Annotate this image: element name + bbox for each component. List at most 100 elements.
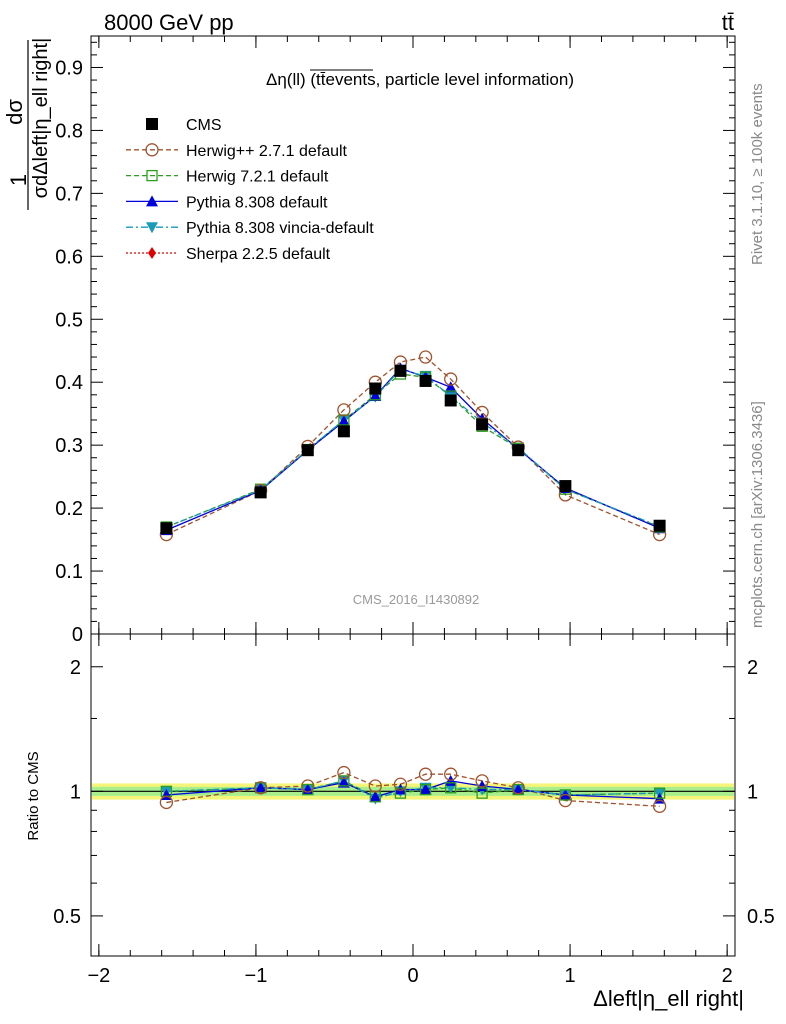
ratio-data-point bbox=[369, 790, 382, 802]
main-y-tick-label: 0.5 bbox=[55, 309, 83, 331]
ratio-data-point bbox=[254, 782, 267, 794]
legend: CMS Herwig++ 2.7.1 default Herwig 7.2.1 de… bbox=[126, 117, 374, 263]
ratio-data-point bbox=[337, 765, 351, 780]
ratio-data-point bbox=[512, 783, 524, 796]
main-data-point bbox=[653, 519, 666, 532]
ratio-data-point bbox=[253, 781, 268, 795]
main-data-point bbox=[444, 381, 457, 393]
main-data-point bbox=[369, 390, 382, 402]
main-data-point bbox=[254, 486, 267, 499]
ratio-data-point bbox=[368, 779, 382, 793]
main-y-tick-label: 0.2 bbox=[55, 498, 83, 520]
legend-label: Pythia 8.308 default bbox=[186, 194, 328, 211]
main-y-tick-label: 0.9 bbox=[55, 57, 83, 79]
main-data-point bbox=[160, 522, 173, 535]
rivet-version-label: Rivet 3.1.10, ≥ 100k events bbox=[749, 83, 766, 265]
legend-label: CMS bbox=[186, 117, 222, 134]
ratio-series-line bbox=[166, 780, 660, 798]
main-data-point bbox=[337, 415, 350, 427]
ratio-data-point bbox=[301, 779, 315, 793]
main-data-point bbox=[394, 364, 407, 377]
legend-marker bbox=[146, 195, 158, 207]
x-tick-label: −1 bbox=[245, 965, 268, 987]
ratio-data-point bbox=[419, 783, 432, 796]
ratio-data-point bbox=[558, 793, 573, 808]
main-y-tick-label: 0.3 bbox=[55, 435, 83, 457]
main-data-point bbox=[301, 444, 314, 457]
ratio-data-point bbox=[394, 787, 407, 799]
ratio-data-point bbox=[337, 776, 350, 788]
ratio-y-tick-label-right: 1 bbox=[747, 781, 758, 803]
main-series-line bbox=[166, 367, 660, 531]
ratio-data-point bbox=[476, 787, 488, 799]
main-y-tick-label: 0.4 bbox=[55, 372, 83, 394]
main-data-point bbox=[444, 372, 458, 386]
main-data-point bbox=[337, 403, 351, 417]
x-tick-label: 1 bbox=[565, 965, 576, 987]
x-axis-label: Δleft|η_ell right| bbox=[593, 986, 744, 1011]
ratio-data-point bbox=[444, 767, 458, 781]
main-data-point bbox=[419, 374, 432, 387]
ratio-data-point bbox=[159, 795, 174, 810]
ratio-y-tick-label-right: 0.5 bbox=[747, 906, 775, 928]
main-y-tick-label: 0.7 bbox=[55, 183, 83, 205]
y-label-numerator: dσ bbox=[2, 99, 27, 125]
legend-marker bbox=[148, 247, 156, 259]
main-data-point bbox=[476, 418, 489, 431]
main-y-tick-label: 0 bbox=[72, 624, 83, 646]
ratio-y-tick-label-right: 2 bbox=[747, 657, 758, 679]
legend-entry: Herwig++ 2.7.1 default bbox=[126, 143, 348, 160]
ratio-data-point bbox=[652, 799, 667, 813]
legend-marker bbox=[146, 118, 158, 130]
legend-entry: CMS bbox=[146, 117, 222, 134]
ratio-y-axis-label: Ratio to CMS bbox=[25, 751, 42, 840]
main-series-line bbox=[166, 356, 660, 536]
legend-label: Sherpa 2.2.5 default bbox=[186, 246, 331, 263]
ratio-y-tick-label: 1 bbox=[70, 781, 81, 803]
main-series-line bbox=[166, 368, 660, 528]
main-y-ticks: 0 0.1 0.2 0.3 0.4 0.5 0.6 0.7 0.8 0.9 bbox=[55, 41, 735, 646]
main-data-point bbox=[444, 394, 457, 407]
ratio-data-point bbox=[653, 787, 666, 799]
main-data-point bbox=[418, 350, 433, 364]
ratio-data-point bbox=[254, 781, 267, 793]
ratio-data-point bbox=[393, 777, 408, 791]
legend-entry: Pythia 8.308 default bbox=[126, 194, 328, 211]
ratio-data-point bbox=[511, 781, 525, 795]
process-label: tt̄ bbox=[722, 10, 734, 35]
y-label-one: 1 bbox=[6, 174, 31, 186]
energy-label: 8000 GeV pp bbox=[104, 10, 234, 35]
legend-entry: Herwig 7.2.1 default bbox=[126, 169, 329, 186]
ratio-data-point bbox=[512, 783, 525, 795]
ratio-data-point bbox=[475, 774, 489, 788]
legend-marker bbox=[146, 169, 158, 182]
main-y-axis-label: 1 dσ σdΔleft|η_ell right| bbox=[2, 38, 52, 210]
x-tick-label: 2 bbox=[722, 965, 733, 987]
main-y-tick-label: 0.1 bbox=[55, 561, 83, 583]
main-data-point bbox=[369, 382, 382, 395]
ratio-series-group bbox=[159, 765, 667, 813]
ratio-data-point bbox=[394, 783, 407, 795]
main-y-tick-label: 0.6 bbox=[55, 246, 83, 268]
main-series-group bbox=[159, 350, 667, 542]
ratio-y-tick-label: 2 bbox=[70, 657, 81, 679]
legend-marker bbox=[146, 222, 158, 234]
chart-title: Δη(ll) (tt̄events, particle level inform… bbox=[266, 70, 574, 89]
mcplots-credit-label: mcplots.cern.ch [arXiv:1306.3436] bbox=[749, 401, 766, 628]
legend-entry: Pythia 8.308 vincia-default bbox=[126, 220, 374, 237]
ratio-data-point bbox=[559, 789, 572, 801]
ratio-data-point bbox=[445, 782, 457, 794]
legend-label: Pythia 8.308 vincia-default bbox=[186, 220, 374, 237]
ratio-y-ticks: 0.5 0.5 1 1 2 2 bbox=[53, 657, 775, 928]
main-data-point bbox=[337, 425, 350, 438]
analysis-watermark: CMS_2016_I1430892 bbox=[353, 592, 480, 607]
legend-label: Herwig++ 2.7.1 default bbox=[186, 143, 348, 160]
main-data-point bbox=[559, 480, 572, 493]
ratio-data-point bbox=[418, 767, 433, 781]
legend-marker bbox=[145, 143, 159, 157]
x-tick-label: 0 bbox=[407, 965, 418, 987]
legend-label: Herwig 7.2.1 default bbox=[186, 169, 329, 186]
main-data-point bbox=[338, 414, 350, 426]
y-label-denominator: σdΔleft|η_ell right| bbox=[30, 38, 52, 199]
